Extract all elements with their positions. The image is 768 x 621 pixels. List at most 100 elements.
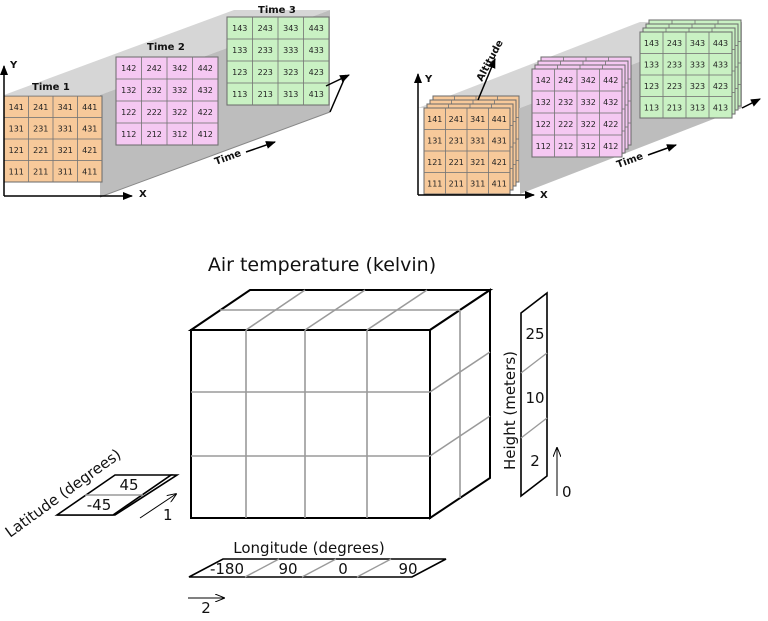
longitude-dividers [244, 558, 392, 578]
grid-cell-value: 422 [198, 108, 213, 117]
grid-cell-value: 232 [147, 86, 162, 95]
height-dividers [520, 352, 548, 439]
time-axis-arrowhead [325, 74, 350, 87]
grid-cell-value: 322 [172, 108, 187, 117]
grid-cell-value: 241 [449, 115, 464, 124]
grid-cell-value: 111 [427, 179, 442, 188]
grid-cell-value: 123 [232, 68, 247, 77]
grid-cell-value: 431 [82, 124, 97, 133]
grid-cell-value: 443 [713, 39, 728, 48]
grid-cell-value: 143 [644, 39, 659, 48]
grid-cell-value: 233 [667, 60, 682, 69]
grid-cell-value: 341 [58, 103, 73, 112]
longitude-dim-index: 2 [201, 599, 211, 616]
grid-time-1-label: Time 1 [32, 82, 70, 93]
grid-cell-value: 123 [644, 82, 659, 91]
grid-cell-value: 242 [558, 76, 573, 85]
grid-time-2-label: Time 2 [147, 42, 185, 53]
height-value-0: 25 [525, 325, 544, 343]
grid-cell-value: 412 [603, 142, 618, 151]
grid-time-2: 142 242 342 442 132 232 332 432 122 222 322 422 112 2… [115, 56, 219, 146]
grid-cell-value: 241 [33, 103, 48, 112]
grid-cell-value: 312 [172, 130, 187, 139]
x-axis-label-3d: X [540, 190, 548, 201]
grid-cell-value: 223 [258, 68, 273, 77]
grid-cell [708, 96, 733, 119]
latitude-value-1: -45 [87, 496, 112, 514]
grid-cell-value: 421 [82, 146, 97, 155]
height-bar [520, 291, 548, 498]
x-axis-label: X [139, 189, 147, 200]
grid-cell-value: 441 [492, 115, 507, 124]
latitude-value-0: 45 [119, 476, 138, 494]
grid-cell-value: 322 [581, 120, 596, 129]
longitude-value-2: 0 [338, 560, 348, 578]
grid-cell-value: 131 [427, 136, 442, 145]
grid-cell-value: 211 [449, 179, 464, 188]
grid-cell-value: 323 [283, 68, 298, 77]
grid-cell-value: 321 [470, 158, 485, 167]
grid-cell-value: 412 [198, 130, 213, 139]
cube-front-face [190, 329, 431, 519]
grid-cell-value: 323 [690, 82, 705, 91]
y-axis-label: Y [9, 60, 18, 71]
grid-time-1: 141 241 341 441 131 231 331 431 121 221 321 421 111 2… [3, 95, 103, 183]
grid-cell-value: 231 [449, 136, 464, 145]
grid-cell-value: 141 [9, 103, 24, 112]
grid-cell-value: 423 [713, 82, 728, 91]
grid-cell-value: 332 [581, 98, 596, 107]
grid-cell-value: 122 [121, 108, 136, 117]
grid-cell-value: 242 [147, 64, 162, 73]
grid-cell-value: 422 [603, 120, 618, 129]
grid-cell-value: 212 [558, 142, 573, 151]
plane-edge [99, 111, 331, 198]
grid-cell-value: 411 [82, 167, 97, 176]
latitude-direction-arrow [139, 494, 176, 519]
grid-cell-value: 231 [33, 124, 48, 133]
grid-cell [192, 122, 219, 146]
grid-cell-value: 442 [198, 64, 213, 73]
grid-cell-value: 141 [427, 115, 442, 124]
altitude-axis-arrow [477, 58, 496, 101]
time-axis-arrow-3d [741, 98, 761, 109]
panel-time-series-2d: 141 241 341 441 131 231 331 431 121 221 321 421 111 2… [0, 5, 350, 200]
grid-cell-value: 223 [667, 82, 682, 91]
grid-cell-value: 333 [283, 46, 298, 55]
grid-cell-value: 331 [58, 124, 73, 133]
y-axis-label-3d: Y [424, 74, 433, 85]
cube-grid-lines [191, 289, 491, 518]
grid-cell-value: 122 [536, 120, 551, 129]
grid-cell-value: 321 [58, 146, 73, 155]
grid-cell-value: 313 [283, 90, 298, 99]
grid-cell-value: 342 [581, 76, 596, 85]
grid-cell-value: 421 [492, 158, 507, 167]
grid-cell-value: 211 [33, 167, 48, 176]
grid-cell-value: 113 [644, 103, 659, 112]
grid-cell-value: 432 [198, 86, 213, 95]
grid-time-3-label: Time 3 [258, 5, 296, 16]
height-axis-label: Height (meters) [501, 351, 519, 470]
grid-cell-value: 113 [232, 90, 247, 99]
grid-cell-value: 232 [558, 98, 573, 107]
stack-time-2: 142 242 342 442 132 232 332 432 122 222 322 422 112 2… [531, 56, 632, 158]
latitude-dim-index: 1 [163, 506, 173, 524]
grid-cell-value: 413 [713, 103, 728, 112]
grid-cell-value: 313 [690, 103, 705, 112]
grid-cell-value: 342 [172, 64, 187, 73]
stack-time-1: 141 241 341 441 131 231 331 431 121 221 321 421 111 2… [423, 95, 520, 195]
grid-cell-value: 131 [9, 124, 24, 133]
grid-cell-value: 332 [172, 86, 187, 95]
grid-cell-value: 311 [58, 167, 73, 176]
grid-cell-value: 222 [147, 108, 162, 117]
grid-cell [488, 172, 511, 195]
grid-cell-value: 343 [690, 39, 705, 48]
grid-cell-value: 132 [536, 98, 551, 107]
grid-cell-value: 121 [427, 158, 442, 167]
height-value-2: 2 [530, 452, 540, 470]
grid-cell-value: 333 [690, 60, 705, 69]
grid-cell-value: 243 [667, 39, 682, 48]
grid-cell-value: 411 [492, 179, 507, 188]
grid-cell-value: 221 [33, 146, 48, 155]
grid-cell [599, 134, 623, 158]
